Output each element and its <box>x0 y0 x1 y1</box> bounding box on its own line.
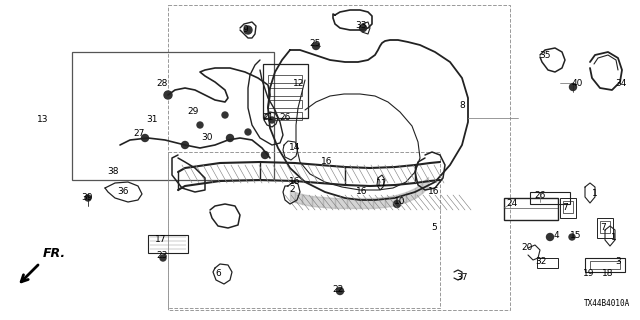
Circle shape <box>245 129 251 135</box>
Text: 16: 16 <box>356 187 368 196</box>
Bar <box>597 218 613 238</box>
Text: 26: 26 <box>279 114 291 123</box>
Text: 21: 21 <box>262 114 274 123</box>
Circle shape <box>569 234 575 240</box>
Text: 39: 39 <box>81 194 93 203</box>
Circle shape <box>197 122 203 128</box>
Text: 17: 17 <box>156 236 167 244</box>
Text: 38: 38 <box>108 167 119 177</box>
Circle shape <box>164 91 172 99</box>
Bar <box>585 258 625 272</box>
Circle shape <box>360 25 367 31</box>
Text: 7: 7 <box>562 203 568 212</box>
Circle shape <box>182 141 189 148</box>
Bar <box>148 235 188 253</box>
Text: TX44B4010A: TX44B4010A <box>584 299 630 308</box>
Text: FR.: FR. <box>43 247 66 260</box>
Bar <box>268 112 302 120</box>
Circle shape <box>570 84 577 91</box>
Text: 16: 16 <box>428 187 440 196</box>
Circle shape <box>160 255 166 261</box>
Text: 31: 31 <box>147 116 157 124</box>
Text: 26: 26 <box>534 191 546 201</box>
Text: 1: 1 <box>611 233 617 242</box>
Text: 40: 40 <box>572 78 582 87</box>
Circle shape <box>227 134 234 141</box>
Circle shape <box>337 287 344 294</box>
Bar <box>268 75 302 83</box>
Bar <box>168 5 510 310</box>
Bar <box>590 261 620 269</box>
Circle shape <box>141 134 148 141</box>
Text: 36: 36 <box>117 187 129 196</box>
Text: 6: 6 <box>215 268 221 277</box>
Circle shape <box>244 26 252 34</box>
Text: 2: 2 <box>289 185 295 194</box>
Text: 16: 16 <box>321 157 333 166</box>
Text: 37: 37 <box>456 274 468 283</box>
Text: 12: 12 <box>293 79 305 89</box>
Text: 28: 28 <box>156 79 168 89</box>
Bar <box>563 201 573 213</box>
Circle shape <box>262 151 269 158</box>
Text: 18: 18 <box>602 268 614 277</box>
Bar <box>600 221 610 233</box>
Text: 24: 24 <box>506 199 518 209</box>
Text: 30: 30 <box>201 132 212 141</box>
Text: 22: 22 <box>332 285 344 294</box>
Circle shape <box>222 112 228 118</box>
Text: 33: 33 <box>355 20 367 29</box>
Text: 32: 32 <box>535 257 547 266</box>
Text: 15: 15 <box>570 231 582 241</box>
Text: 27: 27 <box>133 130 145 139</box>
Text: 23: 23 <box>156 252 168 260</box>
Text: 34: 34 <box>615 78 627 87</box>
Circle shape <box>85 195 91 201</box>
Bar <box>530 192 570 204</box>
Bar <box>268 88 302 96</box>
Text: 5: 5 <box>431 222 437 231</box>
Circle shape <box>547 234 554 241</box>
Text: 3: 3 <box>615 257 621 266</box>
Text: 14: 14 <box>289 143 301 153</box>
Text: 19: 19 <box>583 268 595 277</box>
Text: 20: 20 <box>522 244 532 252</box>
Text: 35: 35 <box>540 51 551 60</box>
Text: 11: 11 <box>376 179 388 188</box>
Text: 8: 8 <box>459 100 465 109</box>
Circle shape <box>312 43 319 50</box>
Bar <box>72 52 274 180</box>
Circle shape <box>269 117 275 123</box>
Circle shape <box>394 201 401 207</box>
Bar <box>268 100 302 108</box>
Text: 4: 4 <box>553 231 559 241</box>
Text: 7: 7 <box>600 223 606 233</box>
Bar <box>168 152 440 308</box>
Bar <box>537 258 558 268</box>
Text: 29: 29 <box>188 107 198 116</box>
Bar <box>560 198 576 218</box>
Bar <box>263 64 308 118</box>
Text: 9: 9 <box>242 25 248 34</box>
Text: 25: 25 <box>309 38 321 47</box>
Text: 13: 13 <box>37 115 49 124</box>
Text: 1: 1 <box>592 188 598 197</box>
Bar <box>504 198 558 220</box>
Text: 10: 10 <box>394 197 406 206</box>
Text: 16: 16 <box>289 178 301 187</box>
